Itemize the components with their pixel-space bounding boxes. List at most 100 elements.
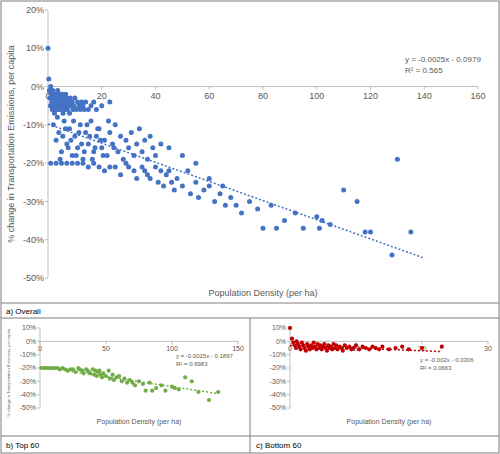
point bbox=[196, 195, 201, 200]
y-tick-label: 10% bbox=[22, 324, 36, 331]
x-tick-label: 60 bbox=[204, 91, 214, 101]
point bbox=[228, 195, 233, 200]
x-tick-label: 150 bbox=[232, 345, 244, 352]
point bbox=[97, 164, 102, 169]
trendline bbox=[290, 345, 442, 351]
point bbox=[239, 210, 244, 215]
point bbox=[87, 134, 92, 139]
y-tick bbox=[287, 394, 290, 395]
point bbox=[97, 369, 101, 373]
y-tick bbox=[45, 278, 48, 279]
point bbox=[99, 145, 104, 150]
point bbox=[126, 145, 131, 150]
x-tick bbox=[209, 87, 210, 90]
point bbox=[144, 389, 148, 393]
point bbox=[312, 341, 316, 345]
y-tick-label: 10% bbox=[272, 324, 286, 331]
y-tick-label: -30% bbox=[270, 378, 286, 385]
y-tick-label: -20% bbox=[20, 364, 36, 371]
point bbox=[207, 184, 212, 189]
point bbox=[60, 134, 65, 139]
point bbox=[368, 230, 373, 235]
point bbox=[247, 199, 252, 204]
point bbox=[288, 326, 292, 330]
point bbox=[166, 145, 171, 150]
x-tick bbox=[290, 341, 291, 344]
trendline bbox=[48, 124, 424, 258]
point bbox=[117, 374, 121, 378]
point bbox=[218, 191, 223, 196]
point bbox=[301, 226, 306, 231]
y-tick-label: 10% bbox=[26, 43, 44, 53]
point bbox=[56, 130, 61, 135]
x-tick-label: 120 bbox=[363, 91, 378, 101]
point bbox=[223, 203, 228, 208]
x-tick bbox=[101, 87, 102, 90]
point bbox=[90, 157, 95, 162]
point bbox=[62, 119, 67, 124]
point bbox=[75, 145, 80, 150]
point bbox=[102, 168, 107, 173]
x-tick-label: 100 bbox=[166, 345, 178, 352]
x-axis bbox=[290, 341, 488, 342]
y-tick bbox=[37, 394, 40, 395]
y-tick-label: -40% bbox=[270, 391, 286, 398]
y-tick-label: 0% bbox=[31, 82, 44, 92]
point bbox=[180, 153, 185, 158]
x-axis-title: Population Density (per ha) bbox=[347, 418, 432, 426]
panel: 10%0%-10%-20%-30%-40%-50%050100150y = -0… bbox=[6, 324, 244, 450]
y-tick-label: 0% bbox=[26, 338, 36, 345]
annotation: y = -0.0025x - 0.0979 bbox=[405, 55, 481, 64]
point bbox=[150, 389, 154, 393]
point bbox=[322, 342, 326, 346]
x-tick bbox=[238, 341, 239, 344]
y-tick bbox=[37, 354, 40, 355]
point bbox=[158, 168, 163, 173]
point bbox=[107, 130, 112, 135]
point bbox=[94, 107, 99, 112]
annotation: y = -0.0015x - 0.1897 bbox=[176, 353, 234, 359]
x-tick-label: 20 bbox=[97, 91, 107, 101]
point bbox=[101, 153, 106, 158]
x-tick bbox=[422, 341, 423, 344]
x-tick-label: 50 bbox=[102, 345, 110, 352]
x-tick-label: 100 bbox=[309, 91, 324, 101]
x-axis-title: Population Density (per ha) bbox=[208, 288, 317, 298]
point bbox=[83, 130, 88, 135]
point bbox=[132, 168, 137, 173]
point bbox=[55, 115, 60, 120]
point bbox=[341, 187, 346, 192]
point bbox=[363, 230, 368, 235]
point bbox=[183, 375, 187, 379]
y-tick-label: -40% bbox=[23, 235, 44, 245]
point bbox=[46, 46, 51, 51]
point bbox=[188, 191, 193, 196]
x-axis-title: Population Density (per ha) bbox=[97, 418, 182, 426]
x-tick-label: 80 bbox=[258, 91, 268, 101]
point bbox=[193, 180, 198, 185]
point bbox=[118, 134, 123, 139]
point bbox=[193, 161, 198, 166]
point bbox=[106, 119, 111, 124]
point bbox=[274, 226, 279, 231]
point bbox=[261, 226, 266, 231]
y-tick bbox=[287, 368, 290, 369]
point bbox=[153, 153, 158, 158]
y-tick-label: -30% bbox=[23, 197, 44, 207]
point bbox=[79, 142, 84, 147]
point bbox=[59, 149, 64, 154]
point bbox=[395, 157, 400, 162]
point bbox=[46, 76, 51, 81]
y-tick-label: -50% bbox=[20, 404, 36, 411]
x-tick-label: 0 bbox=[288, 345, 292, 352]
point bbox=[190, 379, 194, 383]
point bbox=[169, 180, 174, 185]
point bbox=[68, 138, 73, 143]
point bbox=[150, 145, 155, 150]
x-tick bbox=[478, 87, 479, 90]
figure: 20%10%0%-10%-20%-30%-40%-50%020406080100… bbox=[0, 0, 500, 454]
point bbox=[78, 122, 83, 127]
x-tick bbox=[40, 341, 41, 344]
point bbox=[71, 119, 76, 124]
x-tick bbox=[106, 341, 107, 344]
